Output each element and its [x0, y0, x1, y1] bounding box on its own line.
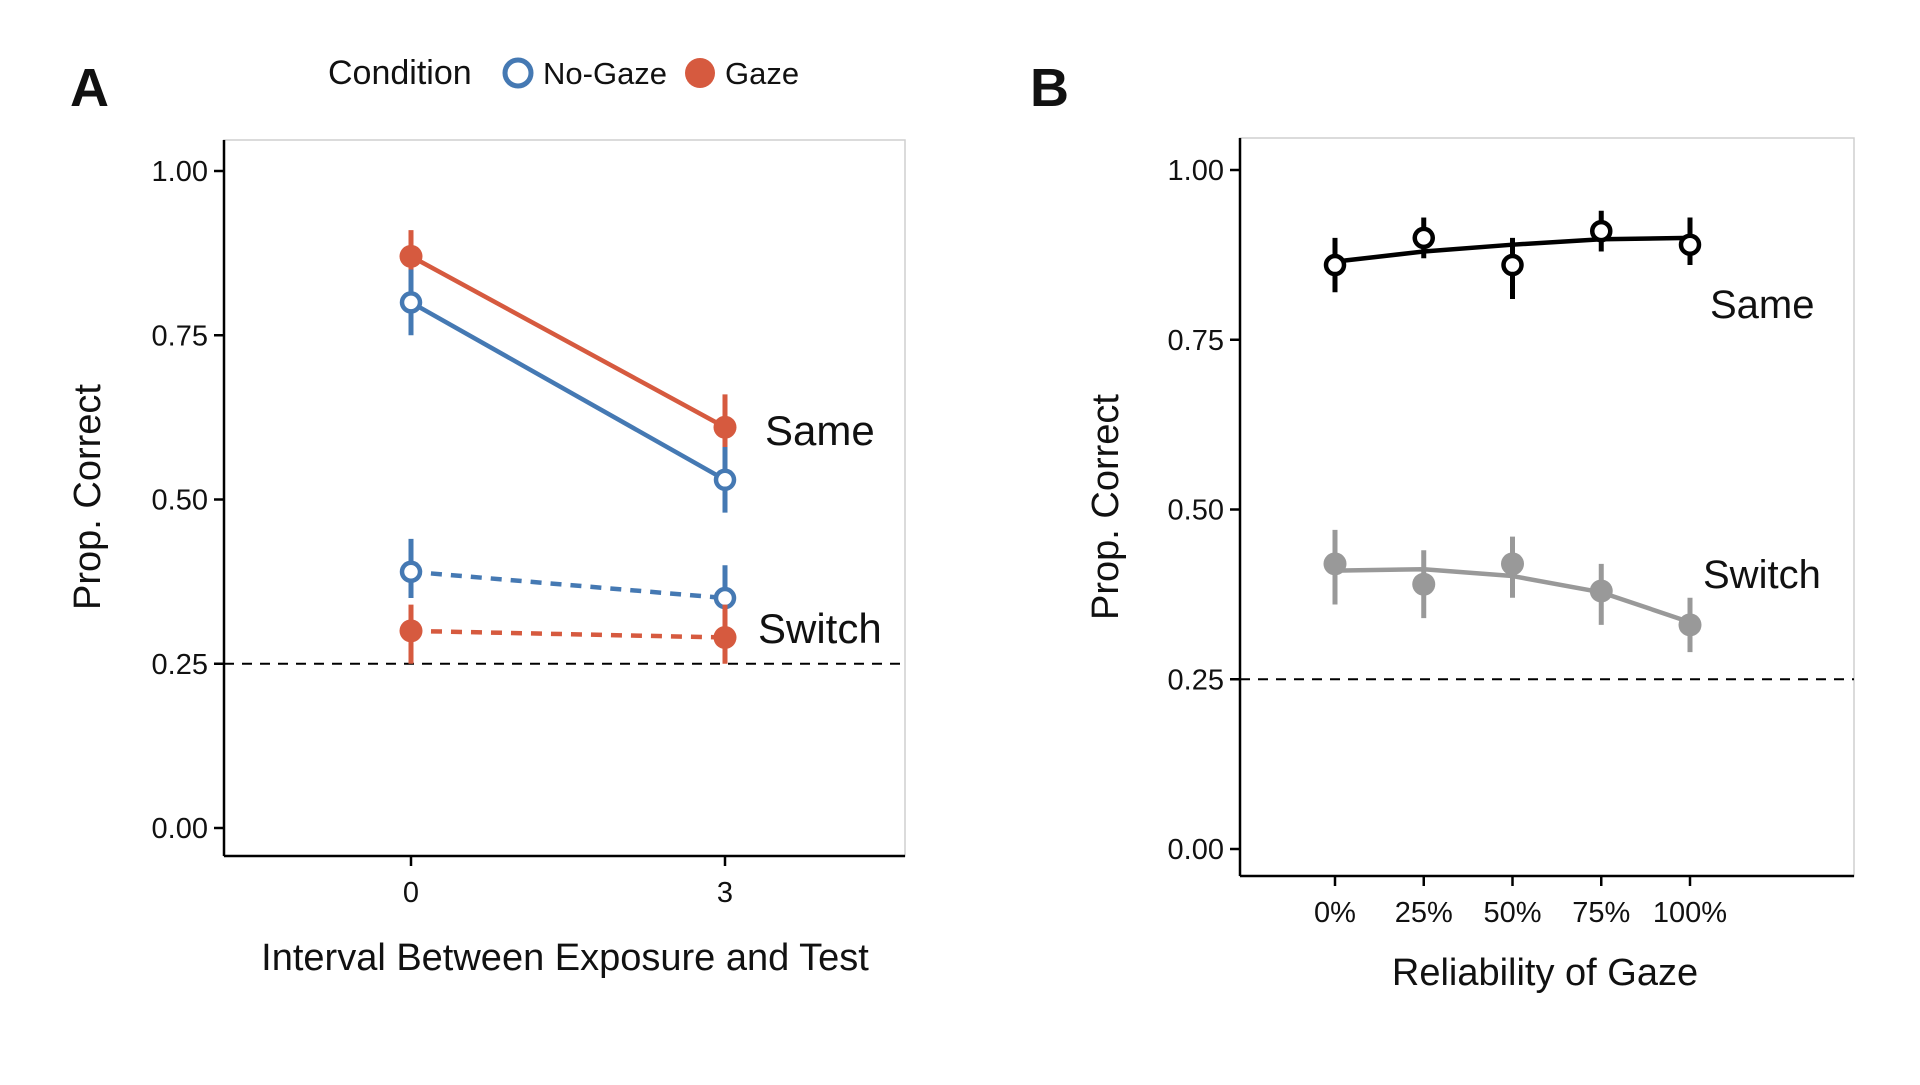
data-point-no-gaze-same: [399, 291, 423, 314]
y-tick-label-b: 0.50: [1168, 495, 1224, 527]
series-line-no-gaze-switch: [410, 569, 726, 601]
y-tick-label-a: 1.00: [152, 156, 208, 188]
plot-panel-b: [1239, 137, 1855, 877]
data-point-switch: [1412, 572, 1436, 596]
panel-b: B 0.00 0.25 0.50 0.75 1.00 0% 25% 50% 75% 100% S…: [1030, 58, 1855, 994]
data-point-gaze-switch: [399, 619, 423, 643]
data-point-gaze-same: [399, 244, 423, 268]
legend-marker-gaze: [685, 58, 715, 88]
x-tick-label-b: 25%: [1395, 897, 1453, 929]
data-point-switch: [1323, 552, 1347, 576]
x-axis-title-a: Interval Between Exposure and Test: [261, 937, 869, 979]
y-tick-label-b: 0.00: [1168, 834, 1224, 866]
x-axis-title-b: Reliability of Gaze: [1392, 952, 1698, 994]
group-label-switch-b: Switch: [1703, 553, 1821, 597]
legend-label-no-gaze: No-Gaze: [543, 56, 667, 91]
y-tick-label-a: 0.75: [152, 320, 208, 352]
series-line-gaze-same: [409, 254, 727, 430]
series-b: [1323, 210, 1702, 653]
x-tick-label-b: 100%: [1653, 897, 1727, 929]
data-point-no-gaze-switch: [713, 586, 737, 610]
series-no-gaze-switch: [399, 538, 737, 625]
legend-label-gaze: Gaze: [725, 56, 799, 91]
data-point-switch: [1678, 613, 1702, 637]
data-point-same: [1412, 226, 1435, 250]
data-point-switch: [1589, 579, 1613, 603]
data-point-same: [1590, 219, 1613, 243]
data-point-same: [1323, 253, 1347, 277]
panel-b-label: B: [1030, 58, 1069, 118]
series-same: [1323, 210, 1702, 300]
y-tick-label-a: 0.50: [152, 485, 208, 517]
series-line-no-gaze-same: [409, 300, 727, 482]
x-tick-label-a: 3: [717, 877, 733, 909]
y-tick-label-a: 0.25: [152, 649, 208, 681]
series-switch: [1323, 529, 1702, 653]
y-ticks-a: 0.00 0.25 0.50 0.75 1.00: [152, 156, 224, 845]
series-gaze-same: [399, 230, 737, 461]
panel-a-label: A: [70, 58, 109, 118]
y-axis-title-b: Prop. Correct: [1085, 394, 1127, 620]
x-tick-label-a: 0: [403, 877, 419, 909]
data-point-no-gaze-switch: [399, 560, 423, 584]
x-ticks-b: 0% 25% 50% 75% 100%: [1314, 876, 1727, 929]
x-tick-label-b: 0%: [1314, 897, 1356, 929]
data-point-switch: [1501, 552, 1524, 576]
y-ticks-b: 0.00 0.25 0.50 0.75 1.00: [1168, 155, 1240, 866]
x-tick-label-b: 75%: [1572, 897, 1630, 929]
group-label-same-a: Same: [765, 407, 875, 454]
legend-marker-no-gaze: [502, 57, 534, 89]
data-point-no-gaze-same: [713, 468, 737, 492]
x-tick-label-b: 50%: [1483, 897, 1541, 929]
panel-a: A Condition No-Gaze Gaze 0.00 0.25 0.50 0.7…: [67, 54, 906, 979]
y-tick-label-b: 0.25: [1168, 664, 1224, 696]
legend-title: Condition: [328, 54, 472, 92]
plot-panel-a: [223, 139, 906, 857]
group-label-switch-a: Switch: [758, 605, 882, 652]
y-axis-title-a: Prop. Correct: [67, 384, 109, 610]
data-point-same: [1678, 233, 1702, 256]
y-tick-label-b: 1.00: [1168, 155, 1224, 187]
series-gaze-switch: [399, 604, 737, 664]
y-tick-label-b: 0.75: [1168, 325, 1224, 357]
data-point-same: [1501, 253, 1524, 277]
legend: Condition No-Gaze Gaze: [328, 54, 799, 92]
series-a: [399, 230, 737, 664]
data-point-gaze-switch: [713, 625, 737, 649]
data-point-gaze-same: [713, 415, 737, 439]
y-tick-label-a: 0.00: [152, 813, 208, 845]
group-label-same-b: Same: [1710, 283, 1815, 327]
series-line-gaze-switch: [410, 628, 726, 640]
series-no-gaze-same: [399, 269, 737, 513]
